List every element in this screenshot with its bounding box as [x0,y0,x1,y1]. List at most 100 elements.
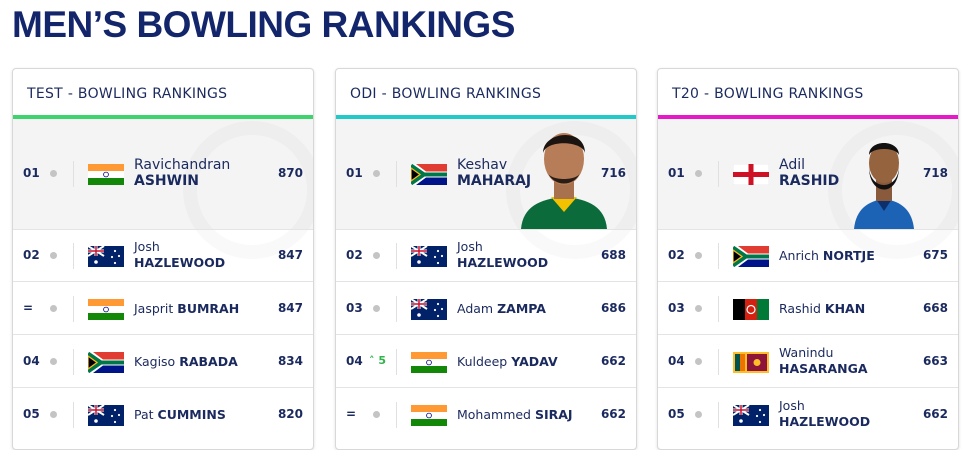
player-name: Adam ZAMPA [457,301,546,317]
ranking-row: 04 Kagiso RABADA 834 [13,334,313,387]
status-dot [695,410,702,418]
separator [718,295,719,322]
first-name: Adil [779,157,805,173]
ranking-row: = Mohammed SIRAJ 662 [336,387,636,440]
status-dot [695,357,702,365]
separator [73,161,74,187]
rank: 04 [668,353,685,368]
first-name: Wanindu [779,344,834,360]
rating: 820 [277,406,303,421]
status-dot [695,304,702,312]
player-name: Kagiso RABADA [134,354,238,370]
page: Rankings {"title": "MEN’S BOWLING RANKIN… [12,4,959,450]
format-label: TEST [27,86,64,102]
ranking-row: 01 Ravichandran ASHWIN 870 [13,119,313,229]
player-name: Ravichandran ASHWIN [134,157,230,189]
ranking-row: 03 Rashid KHAN 668 [658,281,958,334]
ranking-row: 05 Pat CUMMINS 820 [13,387,313,440]
ranking-panel: TEST - BOWLING RANKINGS 01 Ravichandran ASH… [12,68,314,450]
separator [396,243,397,269]
separator [73,295,74,322]
flag [733,351,769,373]
player-name: Josh HAZLEWOOD [457,239,548,271]
rating: 662 [600,406,626,421]
player-photo [521,117,607,233]
flag [411,404,447,426]
ranking-row: 01 Keshav MAHARAJ 716 [336,119,636,229]
last-name: RABADA [179,353,238,369]
flag [87,245,124,267]
flag [409,161,447,188]
first-name: Josh [134,239,160,254]
player-name: Kuldeep YADAV [457,354,558,370]
rating: 716 [600,166,626,180]
flag [87,403,124,426]
last-name: HAZLEWOOD [134,255,226,270]
first-name: Josh [457,239,483,254]
first-name: Kuldeep [457,353,508,369]
ranking-row: = Jasprit BUMRAH 847 [13,281,313,334]
rank: 01 [668,166,685,180]
movement-value: 5 [378,353,386,367]
first-name: Jasprit [134,300,174,316]
ranking-panel: T20 - BOWLING RANKINGS 01 Adil RASHID 718 02 A… [657,68,959,450]
status-dot [373,304,380,312]
player-name: Anrich NORTJE [779,248,875,264]
separator [396,348,397,375]
flag [88,164,124,185]
first-name: Mohammed [457,406,531,422]
player-name: Jasprit BUMRAH [134,301,239,317]
last-name: MAHARAJ [457,173,532,189]
flag [731,243,769,270]
ranking-row: 03 Adam ZAMPA 686 [336,281,636,334]
rating: 847 [277,300,303,315]
rating: 662 [922,406,948,421]
first-name: Ravichandran [134,157,231,173]
rating: 870 [277,166,303,180]
status-dot [373,252,380,259]
player-name: Mohammed SIRAJ [457,407,573,423]
ranking-row: 02 Josh HAZLEWOOD 688 [336,229,636,281]
separator [396,295,397,322]
flag [732,163,770,186]
flag [88,298,124,320]
first-name: Keshav [457,157,508,173]
page-title: MEN’S BOWLING RANKINGS [12,4,515,45]
format-label: T20 [672,86,700,102]
separator [396,401,397,428]
rating: 675 [922,248,948,262]
rating: 668 [922,300,948,315]
panel-heading: - BOWLING RANKINGS [67,86,228,102]
page-body: MEN’S BOWLING RANKINGS TEST - BOWLING RA… [12,4,959,450]
rating: 688 [600,248,626,262]
rank: = [23,300,34,315]
rank: 05 [23,406,40,421]
movement: ˄ 5 [369,354,386,367]
accent-bar [336,115,636,119]
rating: 847 [277,248,303,262]
last-name: YADAV [511,353,558,369]
last-name: HASARANGA [779,360,868,376]
first-name: Pat [134,406,154,422]
first-name: Josh [779,397,805,413]
last-name: HAZLEWOOD [779,413,871,429]
first-name: Adam [457,300,494,316]
panel-header: ODI - BOWLING RANKINGS [336,69,636,115]
rank: 02 [23,248,40,262]
rank: 02 [346,248,363,262]
flag [411,351,447,373]
player-name: Adil RASHID [779,157,839,189]
status-dot [50,410,57,418]
player-name: Wanindu HASARANGA [779,345,868,377]
last-name: KHAN [824,300,866,316]
flag [86,349,124,375]
separator [73,243,74,269]
flag [410,297,447,320]
status-dot [695,252,702,259]
panel-header: TEST - BOWLING RANKINGS [13,69,313,115]
rank: 04 [346,353,363,368]
last-name: BUMRAH [177,300,240,316]
rating: 834 [277,353,303,368]
status-dot [373,410,380,418]
up-arrow: ˄ [369,353,379,367]
